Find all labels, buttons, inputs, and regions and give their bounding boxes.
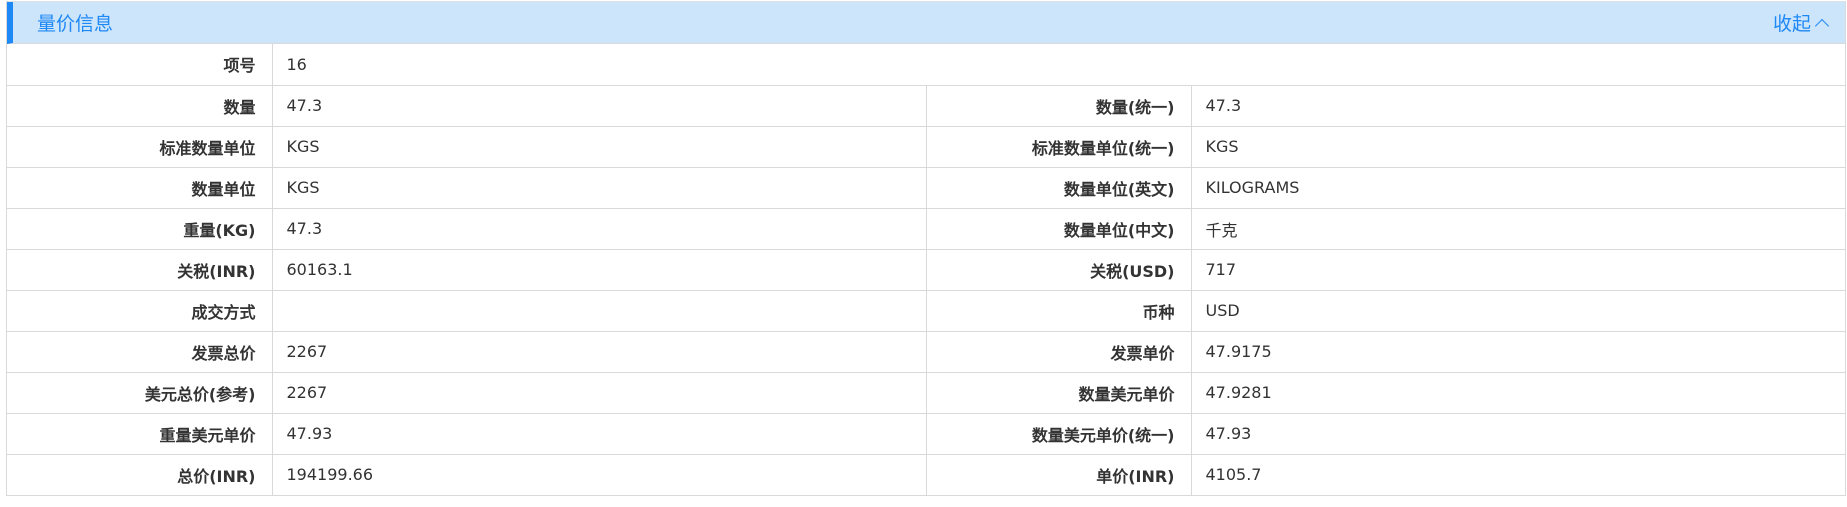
table-row: 美元总价(参考) 2267 数量美元单价 47.9281	[7, 372, 1845, 414]
field-label: 标准数量单位(统一)	[926, 126, 1192, 168]
field-value: KGS	[272, 167, 927, 209]
info-table: 项号 16 数量 47.3 数量(统一) 47.3 标准数量单位 KGS 标准数量单位(统一…	[7, 44, 1845, 495]
field-value: 47.9281	[1191, 372, 1845, 414]
price-quantity-panel: 量价信息 收起 项号 16 数量 47.3 数量(统一) 47.3 标准数量单位 KGS 标…	[6, 1, 1846, 496]
field-label: 单价(INR)	[926, 454, 1192, 495]
table-row: 重量美元单价 47.93 数量美元单价(统一) 47.93	[7, 413, 1845, 455]
field-label: 重量美元单价	[7, 413, 273, 455]
field-value	[272, 290, 927, 332]
table-row: 项号 16	[7, 44, 1845, 86]
field-value: KGS	[272, 126, 927, 168]
field-value: 47.3	[272, 208, 927, 250]
field-label: 数量(统一)	[926, 85, 1192, 127]
field-label: 重量(KG)	[7, 208, 273, 250]
section-header: 量价信息 收起	[7, 2, 1845, 44]
field-label: 项号	[7, 44, 273, 86]
field-value: 717	[1191, 249, 1845, 291]
table-row: 重量(KG) 47.3 数量单位(中文) 千克	[7, 208, 1845, 250]
table-row: 总价(INR) 194199.66 单价(INR) 4105.7	[7, 454, 1845, 495]
field-value: 47.93	[1191, 413, 1845, 455]
field-label: 总价(INR)	[7, 454, 273, 495]
table-row: 数量 47.3 数量(统一) 47.3	[7, 85, 1845, 127]
field-label: 数量美元单价(统一)	[926, 413, 1192, 455]
field-label: 数量美元单价	[926, 372, 1192, 414]
field-value: 47.3	[272, 85, 927, 127]
field-label: 数量单位(英文)	[926, 167, 1192, 209]
table-row: 数量单位 KGS 数量单位(英文) KILOGRAMS	[7, 167, 1845, 209]
field-label: 发票单价	[926, 331, 1192, 373]
field-label: 币种	[926, 290, 1192, 332]
field-value: USD	[1191, 290, 1845, 332]
field-value: 2267	[272, 372, 927, 414]
field-label: 标准数量单位	[7, 126, 273, 168]
field-value: 194199.66	[272, 454, 927, 495]
field-value: 16	[272, 44, 1845, 86]
field-value: 60163.1	[272, 249, 927, 291]
table-row: 标准数量单位 KGS 标准数量单位(统一) KGS	[7, 126, 1845, 168]
field-value: 47.9175	[1191, 331, 1845, 373]
table-row: 发票总价 2267 发票单价 47.9175	[7, 331, 1845, 373]
field-label: 关税(INR)	[7, 249, 273, 291]
field-label: 数量	[7, 85, 273, 127]
field-value: KILOGRAMS	[1191, 167, 1845, 209]
field-label: 数量单位	[7, 167, 273, 209]
table-row: 关税(INR) 60163.1 关税(USD) 717	[7, 249, 1845, 291]
field-value: 47.3	[1191, 85, 1845, 127]
collapse-label: 收起	[1772, 13, 1811, 35]
field-value: 2267	[272, 331, 927, 373]
field-label: 发票总价	[7, 331, 273, 373]
field-value: 千克	[1191, 208, 1845, 250]
field-value: KGS	[1191, 126, 1845, 168]
field-label: 数量单位(中文)	[926, 208, 1192, 250]
table-row: 成交方式 币种 USD	[7, 290, 1845, 332]
field-label: 美元总价(参考)	[7, 372, 273, 414]
field-value: 47.93	[272, 413, 927, 455]
chevron-up-icon	[1814, 18, 1830, 33]
section-title: 量价信息	[37, 13, 114, 35]
field-value: 4105.7	[1205, 465, 1262, 485]
field-label: 成交方式	[7, 290, 273, 332]
field-label: 关税(USD)	[926, 249, 1192, 291]
collapse-button[interactable]: 收起	[1772, 9, 1830, 36]
